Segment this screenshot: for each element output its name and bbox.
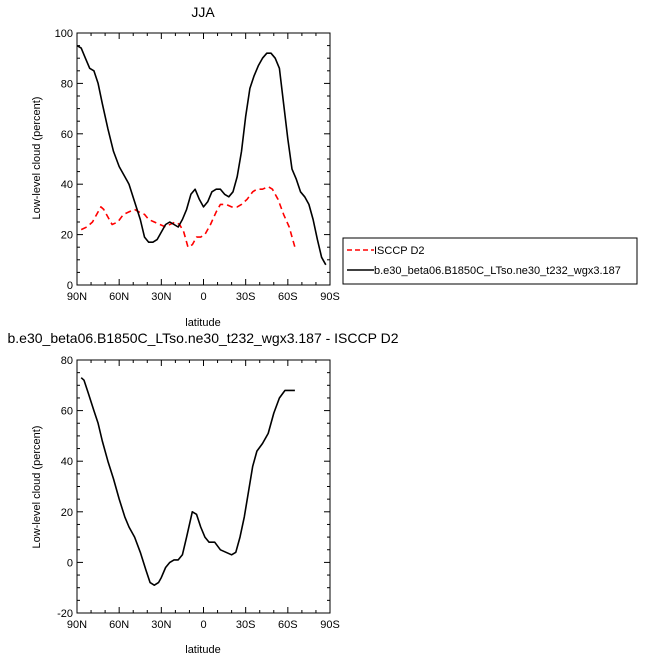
top-chart-x-tick-label: 60N [109,291,129,303]
bottom-chart-y-tick-label: 20 [61,507,73,519]
legend-label-isccp: ISCCP D2 [374,245,425,257]
bottom-chart-panel: b.e30_beta06.B1850C_LTso.ne30_t232_wgx3.… [8,330,399,656]
legend-label-model: b.e30_beta06.B1850C_LTso.ne30_t232_wgx3.… [374,265,621,277]
top-chart-series-line-1 [76,44,327,266]
bottom-chart-plot-area: -20 0 20 40 60 80 90N 60N 30N 0 30S 60S 90S [57,355,340,631]
bottom-chart-y-tick-label: 60 [61,406,73,418]
bottom-chart-x-tick-label: 0 [200,619,206,631]
top-chart-panel: JJA Low-level cloud (percent) latitude 0… [31,4,340,329]
bottom-chart-series-line-0 [80,377,295,587]
bottom-chart-x-tick-label: 60N [109,619,129,631]
bottom-chart-x-tick-label: 30S [236,619,256,631]
top-chart-x-axis-label: latitude [185,317,220,329]
top-chart-x-tick-label: 30S [236,291,256,303]
top-chart-x-tick-label: 60S [278,291,298,303]
top-chart-x-tick-label: 90N [67,291,87,303]
bottom-chart-y-tick-label: 0 [67,557,73,569]
top-chart-frame [76,32,331,286]
top-chart-x-tick-label: 30N [151,291,171,303]
bottom-chart-y-tick-label: 80 [61,355,73,367]
bottom-chart-x-axis-label: latitude [185,644,220,656]
bottom-chart-y-axis-label: Low-level cloud (percent) [31,426,43,549]
top-chart-x-tick-label: 90S [320,291,340,303]
top-chart-y-tick-label: 0 [67,280,73,292]
bottom-chart-x-tick-label: 90S [320,619,340,631]
top-chart-y-tick-label: 40 [61,179,73,191]
bottom-chart-title: b.e30_beta06.B1850C_LTso.ne30_t232_wgx3.… [8,330,399,346]
top-chart-y-tick-label: 20 [61,230,73,242]
top-chart-series-line-0 [80,185,296,248]
top-chart-plot-area: 0 20 40 60 80 100 90N 60N 30N 0 30S 60S 90S [55,28,340,303]
bottom-chart-x-tick-label: 60S [278,619,298,631]
bottom-chart-x-tick-label: 30N [151,619,171,631]
top-chart-y-axis-label: Low-level cloud (percent) [31,97,43,220]
legend-box [342,237,638,285]
top-chart-legend: ISCCP D2 b.e30_beta06.B1850C_LTso.ne30_t… [342,237,638,285]
top-chart-y-tick-label: 100 [55,28,73,40]
bottom-chart-x-tick-label: 90N [67,619,87,631]
top-chart-title: JJA [191,4,215,20]
top-chart-y-tick-label: 80 [61,78,73,90]
bottom-chart-y-tick-label: -20 [57,608,73,620]
top-chart-y-tick-label: 60 [61,129,73,141]
bottom-chart-y-tick-label: 40 [61,456,73,468]
top-chart-x-tick-label: 0 [200,291,206,303]
